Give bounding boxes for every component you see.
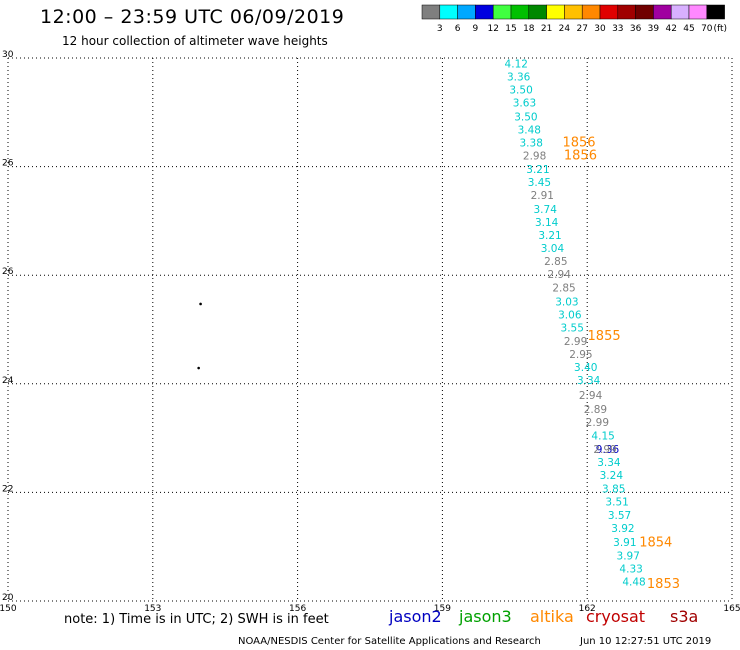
pass-time-label: 1856 xyxy=(564,149,597,164)
lon-tick-label: 150 xyxy=(0,604,17,614)
wave-height-value-jason2: 9.36 xyxy=(596,444,620,456)
wave-height-value-cryosat: 2.94 xyxy=(579,390,603,402)
generated-timestamp: Jun 10 12:27:51 UTC 2019 xyxy=(580,636,712,647)
wave-height-value-jason3: 3.34 xyxy=(597,457,621,469)
wave-height-value-cryosat: 2.99 xyxy=(593,444,616,456)
lon-tick-label: 162 xyxy=(579,604,596,614)
color-scale-legend: 3 6 9 12 15 18 21 24 27 30 33 36 39 42 45 70 (ft) xyxy=(421,4,727,34)
colorbar-tick-label: 3 xyxy=(437,24,443,34)
island-dot xyxy=(199,302,202,306)
wave-height-value-jason3: 4.15 xyxy=(591,430,614,442)
pass-time-label: 1856 xyxy=(562,136,595,151)
wave-height-value-cryosat: 2.89 xyxy=(584,404,607,416)
legend-cryosat: cryosat xyxy=(586,607,646,626)
legend-s3a: s3a xyxy=(670,607,699,626)
colorbar-tick-label: 18 xyxy=(523,24,535,34)
lat-tick-label: 22 xyxy=(2,484,13,494)
wave-height-value-jason3: 3.06 xyxy=(558,309,582,321)
colorbar-tick-label: 12 xyxy=(487,24,498,34)
colorbar-tick-label: 42 xyxy=(665,24,676,34)
lon-tick-label: 159 xyxy=(434,604,451,614)
wave-height-value-jason3: 3.14 xyxy=(535,217,559,229)
wave-height-value-jason3: 3.85 xyxy=(602,484,625,496)
lat-tick-label: 26 xyxy=(2,267,14,277)
legend-jason3: jason3 xyxy=(459,607,512,626)
wave-height-value-jason3: 3.04 xyxy=(541,243,565,255)
wave-height-value-jason3: 3.97 xyxy=(617,550,640,562)
lat-tick-label: 20 xyxy=(2,593,14,603)
wave-height-value-jason3: 3.51 xyxy=(605,497,628,509)
colorbar-tick-label: 15 xyxy=(505,24,516,34)
colorbar-tick-label: 36 xyxy=(630,24,642,34)
wave-height-value-cryosat: 2.85 xyxy=(552,283,575,295)
wave-height-value-cryosat: 2.91 xyxy=(531,190,554,202)
wave-height-value-jason3: 3.91 xyxy=(613,537,636,549)
wave-height-value-cryosat: 2.85 xyxy=(544,256,567,268)
legend-altika: altika xyxy=(530,607,574,626)
wave-height-value-jason3: 4.33 xyxy=(619,563,642,575)
colorbar-swatch xyxy=(706,4,725,20)
wave-height-value-cryosat: 2.98 xyxy=(523,151,546,163)
colorbar-tick-label: 70 xyxy=(701,24,713,34)
footer-note: note: 1) Time is in UTC; 2) SWH is in fe… xyxy=(64,612,329,627)
legend-jason2: jason2 xyxy=(389,607,442,626)
lat-tick-label: 24 xyxy=(2,376,14,386)
pass-time-label: 1853 xyxy=(647,577,680,592)
pass-time-label: 1854 xyxy=(639,535,672,550)
wave-height-value-jason3: 3.92 xyxy=(611,523,634,535)
colorbar-tick-label: 45 xyxy=(683,24,694,34)
wave-height-value-jason3: 3.50 xyxy=(514,112,537,124)
wave-height-value-jason3: 4.48 xyxy=(622,576,645,588)
lon-tick-label: 156 xyxy=(289,604,306,614)
wave-height-value-cryosat: 2.99 xyxy=(586,417,609,429)
wave-height-value-jason3: 3.57 xyxy=(608,510,631,522)
pass-time-label: 1855 xyxy=(588,329,621,344)
wave-height-value-jason3: 3.24 xyxy=(600,470,624,482)
colorbar-unit-label: (ft) xyxy=(713,24,727,34)
wave-height-value-jason3: 4.12 xyxy=(505,58,528,70)
wave-height-value-jason3: 3.34 xyxy=(577,375,601,387)
lon-tick-label: 153 xyxy=(144,604,161,614)
wave-height-value-jason3: 3.74 xyxy=(534,204,558,216)
lat-tick-label: 30 xyxy=(2,50,14,60)
wave-height-value-jason3: 3.63 xyxy=(513,98,536,110)
island-dot xyxy=(197,366,200,370)
wave-height-value-jason3: 3.45 xyxy=(528,177,551,189)
wave-height-value-jason3: 3.21 xyxy=(526,164,549,176)
page-title: 12:00 – 23:59 UTC 06/09/2019 xyxy=(40,6,345,28)
colorbar-tick-label: 30 xyxy=(594,24,606,34)
colorbar-tick-label: 27 xyxy=(576,24,587,34)
wave-height-value-jason3: 3.48 xyxy=(518,125,541,137)
wave-height-value-jason3: 3.40 xyxy=(574,362,597,374)
wave-height-value-jason3: 3.38 xyxy=(520,138,543,150)
credit-line: NOAA/NESDIS Center for Satellite Applica… xyxy=(238,636,541,647)
wave-height-value-jason3: 3.50 xyxy=(509,84,532,96)
wave-height-value-jason3: 3.03 xyxy=(555,296,578,308)
wave-height-value-cryosat: 2.99 xyxy=(564,336,587,348)
wave-height-value-cryosat: 2.94 xyxy=(548,269,572,281)
colorbar-tick-label: 9 xyxy=(473,24,479,34)
colorbar-tick-label: 21 xyxy=(541,24,552,34)
page-subtitle: 12 hour collection of altimeter wave hei… xyxy=(62,34,328,48)
wave-height-value-jason3: 3.21 xyxy=(538,230,561,242)
lat-tick-label: 26 xyxy=(2,159,14,169)
colorbar-tick-label: 33 xyxy=(612,24,623,34)
wave-height-value-cryosat: 2.95 xyxy=(569,349,592,361)
colorbar-tick-label: 6 xyxy=(455,24,461,34)
wave-height-value-jason3: 3.55 xyxy=(561,322,584,334)
wave-height-value-jason3: 3.36 xyxy=(507,71,531,83)
lon-tick-label: 165 xyxy=(723,604,740,614)
colorbar-tick-label: 39 xyxy=(648,24,660,34)
colorbar-tick-label: 24 xyxy=(559,24,571,34)
